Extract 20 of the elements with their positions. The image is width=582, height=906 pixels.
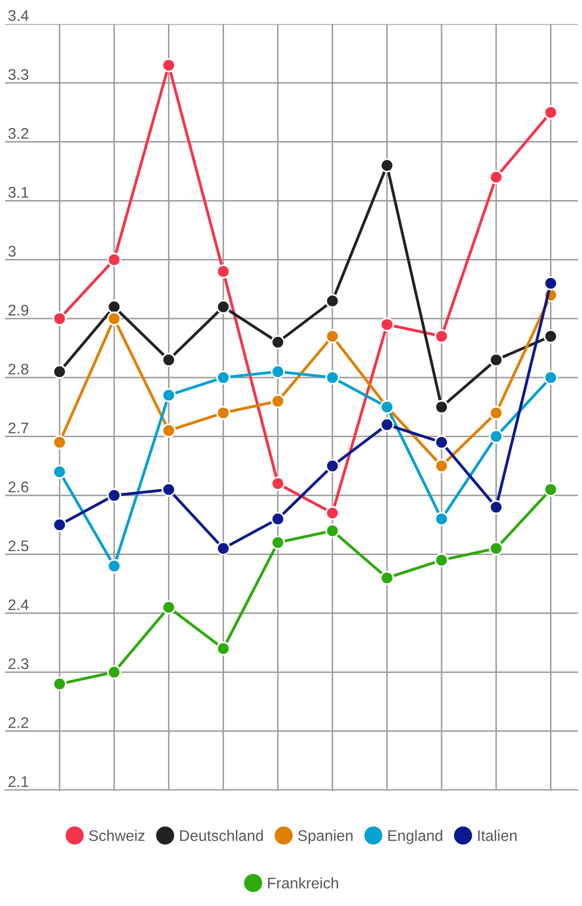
y-tick-label: 2.1	[8, 776, 28, 787]
y-tick-label: 2.2	[8, 717, 28, 728]
legend-label: Schweiz	[89, 830, 145, 842]
legend-label: Italien	[478, 830, 517, 842]
legend-label: Spanien	[298, 830, 352, 844]
legend-label: Deutschland	[180, 830, 263, 842]
y-tick-label: 2.4	[8, 599, 29, 610]
y-tick-label: 2.8	[8, 364, 28, 375]
legend-label: England	[388, 830, 442, 844]
y-tick-label: 2.9	[8, 304, 28, 316]
y-tick-label: 2.7	[8, 422, 28, 434]
y-tick-label: 3.4	[8, 10, 29, 21]
y-tick-label: 2.6	[8, 482, 28, 492]
y-tick-label: 3.1	[8, 186, 28, 198]
legend-label: Frankreich	[268, 877, 338, 889]
y-tick-label: 2.5	[8, 540, 28, 552]
y-tick-label: 2.3	[8, 658, 28, 670]
y-tick-label: 3.3	[8, 69, 28, 80]
y-tick-label: 3.2	[8, 128, 28, 139]
y-tick-label: 3	[8, 246, 16, 257]
